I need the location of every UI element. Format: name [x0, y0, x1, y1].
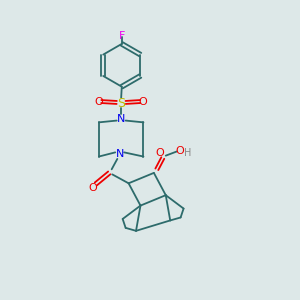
Text: N: N: [117, 114, 125, 124]
Text: O: O: [175, 146, 184, 157]
Text: O: O: [88, 183, 97, 193]
Text: O: O: [138, 97, 147, 106]
Text: H: H: [184, 148, 191, 158]
Text: O: O: [95, 97, 103, 106]
Text: S: S: [117, 97, 125, 110]
Text: N: N: [116, 148, 124, 159]
Text: O: O: [155, 148, 164, 158]
Text: F: F: [118, 31, 125, 40]
